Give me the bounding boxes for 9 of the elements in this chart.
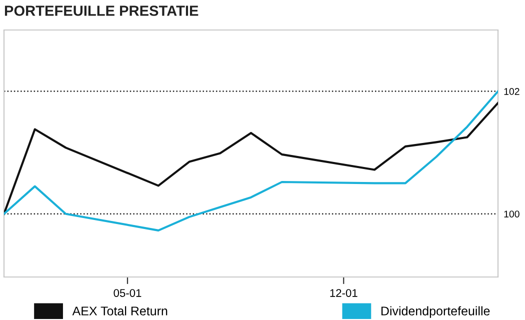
line-series <box>4 90 498 232</box>
legend-label: AEX Total Return <box>72 306 168 316</box>
chart-title: PORTEFEUILLE PRESTATIE <box>4 6 198 16</box>
y-tick-label: 102 <box>504 88 520 95</box>
x-tick-label: 05-01 <box>114 289 142 297</box>
y-tick-label: 100 <box>504 210 520 218</box>
x-tick-label: 12-01 <box>330 289 358 297</box>
legend-label: Dividendportefeuille <box>381 306 490 318</box>
line-series <box>4 102 498 215</box>
